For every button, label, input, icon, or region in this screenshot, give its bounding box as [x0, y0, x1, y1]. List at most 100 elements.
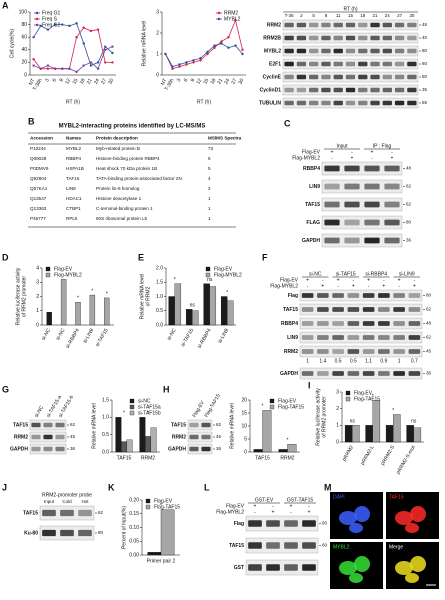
bar: [203, 283, 210, 326]
significance: *: [226, 290, 228, 296]
condition-sign: -: [307, 283, 309, 289]
x-tick-label: si-LIN9: [217, 327, 230, 344]
marker-kda: 50: [422, 74, 428, 79]
band: [362, 293, 375, 298]
band: [60, 529, 74, 537]
marker-kda: 90: [322, 521, 328, 526]
protein-label: TAF15: [23, 510, 38, 516]
marker-kda: 62: [406, 202, 412, 207]
band: [394, 61, 405, 67]
quantification: 1: [398, 358, 401, 364]
data-point: [96, 28, 100, 31]
y-tick-label: 3: [156, 9, 159, 15]
significance: ns: [190, 303, 196, 309]
data-point: [96, 67, 100, 70]
y-axis-label: Cell cycle(%): [9, 29, 15, 59]
band: [332, 349, 344, 354]
bar: [147, 552, 162, 556]
x-tick-label: 3: [44, 77, 51, 83]
legend-label: Flag-MYBL2: [54, 272, 82, 278]
y-tick-label: 10: [241, 423, 247, 429]
band: [393, 335, 405, 340]
band: [408, 307, 421, 312]
data-point: [32, 58, 35, 61]
data-point: [104, 45, 107, 48]
panel-label: A: [2, 0, 9, 10]
band: [394, 48, 405, 54]
band: [347, 335, 360, 340]
blot-strip: [282, 58, 419, 70]
band: [296, 22, 307, 28]
condition-label: Flag-EV: [280, 277, 299, 283]
marker-kda: 62: [406, 184, 412, 189]
legend-label: si-TAF15b: [138, 410, 161, 416]
data-point: [89, 29, 93, 33]
band: [333, 74, 343, 80]
x-tick-label: NT: [160, 78, 169, 87]
table-cell: 5: [208, 156, 211, 161]
band: [394, 22, 405, 28]
legend-swatch: [35, 17, 39, 21]
band: [321, 61, 331, 67]
band: [347, 293, 360, 298]
lane-label: 2: [300, 13, 303, 18]
band: [358, 35, 368, 41]
table-cell: 1: [208, 206, 211, 211]
condition-sign: -: [353, 277, 355, 283]
table-cell: HSPA1B: [66, 166, 84, 171]
band: [358, 100, 368, 106]
group-label: si-TAF15: [336, 271, 356, 277]
data-point: [111, 51, 114, 55]
legend-swatch: [145, 504, 151, 510]
group-label: GST-TAF15: [287, 497, 314, 503]
bar: [104, 297, 110, 326]
band: [324, 165, 340, 172]
data-point: [220, 42, 223, 45]
condition-sign: -: [368, 283, 370, 289]
table-header: Protein description: [96, 136, 138, 141]
band: [284, 48, 294, 54]
band: [407, 35, 417, 41]
lane-label: 8: [325, 13, 328, 18]
band: [266, 520, 280, 527]
band: [347, 321, 360, 326]
panel-label: D: [2, 252, 9, 262]
lane-label: 18: [360, 13, 366, 18]
micrograph-label: DAPI: [333, 494, 345, 500]
legend-label: RRM2: [224, 10, 238, 16]
lane-label: 21: [373, 13, 379, 18]
x-tick-label: 15: [202, 77, 210, 85]
blot-strip: [321, 215, 403, 230]
condition-label: Flag-EV: [226, 503, 245, 509]
band: [362, 371, 375, 376]
protein-label: GAPDH: [168, 446, 186, 452]
series-line: [33, 46, 113, 73]
panel-label: B: [28, 116, 35, 126]
marker-kda: 35: [422, 87, 428, 92]
data-point: [75, 22, 78, 25]
band: [321, 100, 331, 106]
band: [309, 61, 319, 67]
marker-kda: 45: [426, 349, 432, 354]
blot-strip: [299, 331, 423, 344]
bar: [278, 449, 288, 453]
data-point: [75, 36, 78, 39]
legend-swatch: [269, 398, 275, 404]
bar: [60, 279, 67, 326]
band: [407, 87, 417, 93]
marker-kda: 48: [406, 166, 412, 171]
cell-nucleus: [349, 573, 363, 583]
protein-label: TAF15: [283, 307, 298, 313]
x-tick-label: 27: [100, 77, 108, 85]
condition-label: Flag-MYBL2: [292, 155, 320, 161]
band: [284, 22, 294, 28]
band: [394, 35, 405, 41]
y-tick-label: 1: [156, 51, 159, 57]
x-tick-label: 24: [93, 77, 101, 85]
y-tick-label: 1: [36, 308, 39, 314]
cell-nucleus: [349, 523, 363, 533]
table-cell: 1: [208, 196, 211, 201]
table-header: Accession: [30, 136, 53, 141]
legend-label: Freq G2: [42, 22, 61, 28]
